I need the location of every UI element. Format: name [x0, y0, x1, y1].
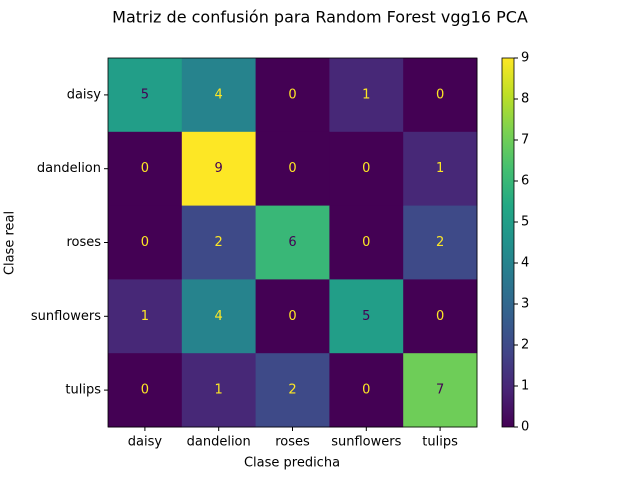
cell-label: 1 — [436, 161, 444, 176]
y-tick-label: dandelion — [37, 161, 101, 176]
y-tick-label: sunflowers — [31, 309, 101, 324]
cell-label: 1 — [362, 87, 370, 102]
cell — [181, 353, 257, 428]
x-tick-label: daisy — [128, 435, 163, 450]
cell — [329, 131, 404, 207]
cell — [329, 205, 404, 280]
cell — [181, 131, 257, 207]
cell-label: 0 — [436, 309, 444, 324]
x-tick-label: sunflowers — [331, 435, 401, 450]
cell-label: 0 — [362, 161, 370, 176]
cell-label: 9 — [215, 161, 223, 176]
cell — [403, 205, 478, 280]
cell-label: 0 — [288, 161, 296, 176]
colorbar-tick-label: 0 — [521, 420, 529, 435]
cell — [108, 131, 183, 207]
x-axis-label: Clase predicha — [244, 456, 340, 471]
cell-label: 2 — [288, 383, 296, 398]
cell-label: 5 — [141, 87, 149, 102]
cell-label: 0 — [436, 87, 444, 102]
cell-label: 0 — [141, 383, 149, 398]
colorbar-tick-label: 4 — [521, 256, 529, 271]
cell — [181, 58, 257, 133]
colorbar-tick-label: 7 — [521, 133, 529, 148]
cell-label: 1 — [141, 309, 149, 324]
cell-label: 0 — [141, 235, 149, 250]
colorbar — [501, 57, 515, 428]
cell-label: 0 — [362, 383, 370, 398]
colorbar-tick-label: 6 — [521, 174, 529, 189]
cell — [108, 279, 183, 354]
cell — [255, 205, 330, 280]
y-axis-label: Clase real — [3, 211, 18, 275]
cell — [255, 58, 330, 133]
cell — [108, 58, 183, 133]
cell — [403, 353, 478, 428]
x-tick-label: roses — [275, 435, 310, 450]
cell — [181, 279, 257, 354]
y-tick-label: daisy — [67, 87, 102, 102]
cell-label: 4 — [215, 87, 223, 102]
cell — [108, 353, 183, 428]
x-tick-label: tulips — [422, 435, 458, 450]
cell — [108, 205, 183, 280]
cell-label: 1 — [215, 383, 223, 398]
colorbar-tick-label: 2 — [521, 338, 529, 353]
cell — [181, 205, 257, 280]
cell-label: 0 — [288, 87, 296, 102]
colorbar-tick-label: 8 — [521, 92, 529, 107]
cell — [403, 58, 478, 133]
cell-label: 0 — [288, 309, 296, 324]
x-tick-label: dandelion — [187, 435, 251, 450]
cell — [255, 279, 330, 354]
y-tick-label: tulips — [65, 383, 101, 398]
cell-label: 6 — [288, 235, 296, 250]
cell-label: 0 — [362, 235, 370, 250]
cell-label: 5 — [362, 309, 370, 324]
cell — [329, 279, 404, 354]
chart-title: Matriz de confusión para Random Forest v… — [112, 8, 528, 27]
cell — [255, 353, 330, 428]
colorbar-tick-label: 9 — [521, 51, 529, 66]
cell-label: 4 — [215, 309, 223, 324]
colorbar-tick-label: 5 — [521, 215, 529, 230]
cell — [403, 279, 478, 354]
cell — [329, 353, 404, 428]
cell-label: 2 — [215, 235, 223, 250]
colorbar-tick-label: 1 — [521, 379, 529, 394]
colorbar-tick-label: 3 — [521, 297, 529, 312]
cell — [255, 131, 330, 207]
cell — [403, 131, 478, 207]
cell-label: 0 — [141, 161, 149, 176]
y-tick-label: roses — [66, 235, 101, 250]
cell-label: 7 — [436, 383, 444, 398]
cell-label: 2 — [436, 235, 444, 250]
cell — [329, 58, 404, 133]
